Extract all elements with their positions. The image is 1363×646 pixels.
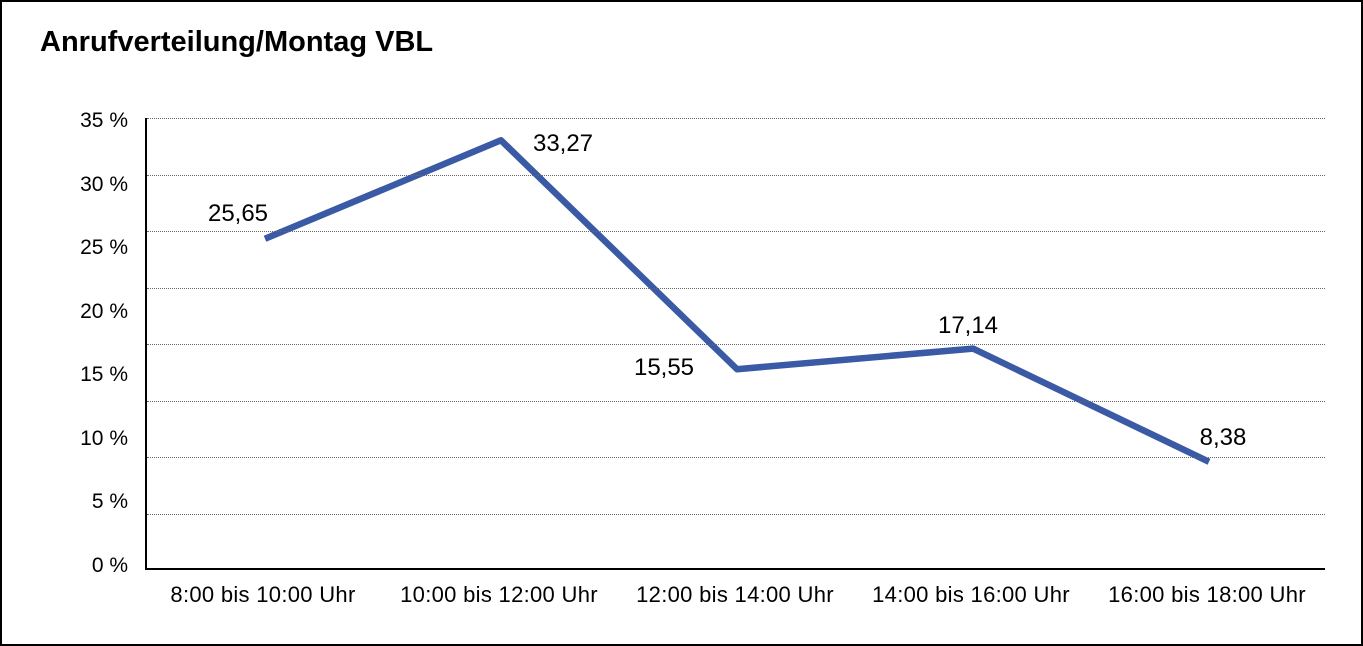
- y-tick-label: 10 %: [80, 426, 128, 450]
- plot-area: 25,65 33,27 15,55 17,14 8,38: [145, 118, 1325, 570]
- data-point-label: 33,27: [532, 130, 594, 158]
- x-tick-label: 14:00 bis 16:00 Uhr: [872, 582, 1070, 607]
- line-series-svg: [263, 137, 1211, 465]
- data-point-label: 15,55: [633, 354, 695, 382]
- horizontal-gridline: [147, 231, 1325, 232]
- x-axis-tick-labels: 8:00 bis 10:00 Uhr 10:00 bis 12:00 Uhr 12:…: [145, 582, 1325, 608]
- data-point-label: 25,65: [207, 199, 269, 227]
- y-axis-tick-labels: 35 % 30 % 25 % 20 % 15 % 10 % 5 % 0 %: [2, 110, 128, 577]
- horizontal-gridline: [147, 174, 1325, 176]
- x-tick-label: 12:00 bis 14:00 Uhr: [636, 582, 834, 607]
- horizontal-gridline: [147, 287, 1325, 289]
- x-tick-label: 8:00 bis 10:00 Uhr: [170, 582, 356, 607]
- chart-title: Anrufverteilung/Montag VBL: [40, 26, 434, 58]
- data-point-label: 8,38: [1199, 423, 1247, 451]
- y-tick-label: 0 %: [91, 553, 128, 577]
- data-line: [263, 137, 1211, 465]
- horizontal-gridline: [147, 457, 1325, 458]
- y-tick-label: 5 %: [91, 490, 128, 514]
- data-point-label: 17,14: [937, 311, 999, 339]
- horizontal-gridline: [147, 400, 1325, 402]
- x-tick-label: 16:00 bis 18:00 Uhr: [1108, 582, 1306, 607]
- horizontal-gridline: [147, 118, 1325, 119]
- y-tick-label: 15 %: [80, 363, 128, 387]
- y-tick-label: 35 %: [80, 109, 128, 132]
- y-tick-label: 25 %: [80, 236, 128, 260]
- horizontal-gridline: [147, 344, 1325, 345]
- x-tick-label: 10:00 bis 12:00 Uhr: [400, 582, 598, 607]
- y-tick-label: 20 %: [80, 299, 128, 323]
- y-tick-label: 30 %: [80, 172, 128, 196]
- horizontal-gridline: [147, 513, 1325, 515]
